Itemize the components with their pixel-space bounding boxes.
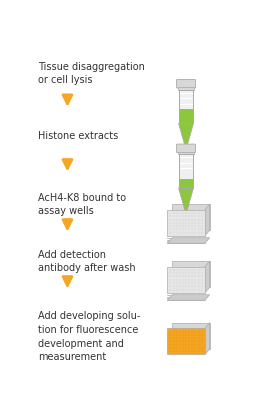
Polygon shape [178,124,193,150]
FancyBboxPatch shape [176,144,195,153]
Polygon shape [178,188,193,214]
Polygon shape [167,210,204,236]
Polygon shape [167,238,209,243]
Polygon shape [171,204,209,230]
FancyBboxPatch shape [178,152,193,154]
Text: Tissue disaggregation
or cell lysis: Tissue disaggregation or cell lysis [38,62,144,86]
Polygon shape [167,295,209,300]
FancyBboxPatch shape [178,154,193,188]
Polygon shape [167,267,204,293]
FancyBboxPatch shape [178,90,193,124]
Polygon shape [204,261,209,293]
Polygon shape [204,204,209,236]
Text: Add detection
antibody after wash: Add detection antibody after wash [38,250,135,273]
Text: Histone extracts: Histone extracts [38,131,118,141]
FancyBboxPatch shape [176,80,195,88]
Polygon shape [171,261,209,287]
Text: AcH4-K8 bound to
assay wells: AcH4-K8 bound to assay wells [38,193,125,216]
Polygon shape [167,356,209,362]
FancyBboxPatch shape [178,109,193,124]
FancyBboxPatch shape [178,179,193,188]
FancyBboxPatch shape [178,87,193,90]
Polygon shape [171,323,209,349]
Polygon shape [167,328,204,354]
Text: Add developing solu-
tion for fluorescence
development and
measurement: Add developing solu- tion for fluorescen… [38,311,140,362]
Polygon shape [204,323,209,354]
